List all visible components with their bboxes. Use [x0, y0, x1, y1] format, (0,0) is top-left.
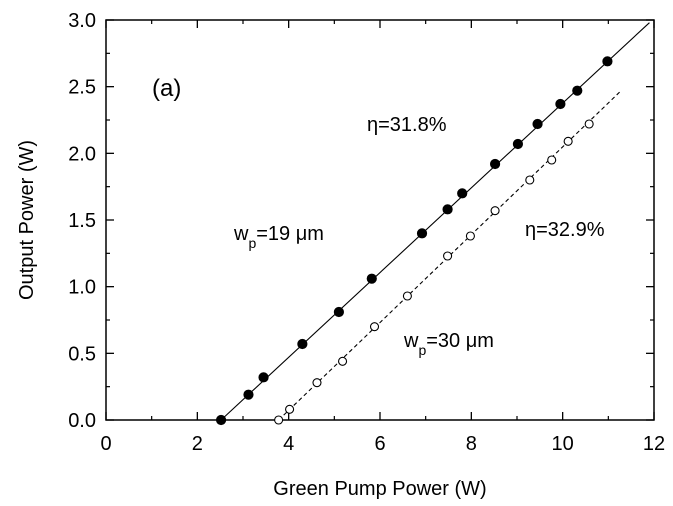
waist-label-30um: wp=30 μm [403, 330, 494, 358]
data-markers [215, 56, 613, 426]
data-point-series-1 [457, 188, 468, 199]
fit-line-series-2 [278, 91, 621, 421]
x-tick-label: 0 [100, 433, 111, 455]
y-tick-label: 0.5 [68, 343, 96, 365]
y-tick-label: 2.5 [68, 77, 96, 99]
data-point-series-1 [489, 158, 501, 170]
data-point-series-2 [490, 206, 500, 216]
data-point-series-1 [258, 372, 269, 383]
data-point-series-1 [555, 98, 566, 110]
y-tick-label: 0.0 [68, 410, 96, 432]
y-tick-label: 2.0 [68, 143, 96, 165]
waist-label-30um-sub: p [418, 342, 426, 358]
data-point-series-1 [333, 306, 344, 318]
data-point-series-2 [338, 356, 348, 366]
data-point-series-1 [532, 118, 543, 130]
waist-label-19um-sub: p [248, 235, 256, 251]
x-tick-label: 6 [374, 433, 385, 455]
y-tick-label: 1.0 [68, 277, 96, 299]
data-point-series-2 [584, 119, 594, 129]
x-tick-label: 8 [466, 433, 477, 455]
data-point-series-2 [274, 415, 284, 425]
y-tick-label: 3.0 [68, 10, 96, 32]
waist-label-19um: wp=19 μm [233, 223, 324, 251]
data-point-series-2 [312, 378, 322, 388]
data-point-series-1 [215, 414, 227, 426]
data-point-series-1 [416, 228, 428, 239]
data-point-series-2 [402, 291, 412, 301]
data-point-series-2 [443, 251, 453, 261]
x-tick-label: 2 [192, 433, 203, 455]
x-axis-label: Green Pump Power (W) [273, 478, 486, 500]
data-point-series-2 [285, 404, 295, 414]
data-point-series-1 [602, 56, 613, 67]
data-point-series-1 [297, 338, 308, 350]
data-point-series-1 [366, 273, 377, 284]
efficiency-label-19um: η=31.8% [367, 114, 447, 136]
data-point-series-2 [525, 175, 535, 185]
data-point-series-1 [572, 85, 583, 96]
data-point-series-1 [243, 389, 254, 400]
y-axis-label: Output Power (W) [16, 140, 38, 300]
axis-ticks: 0 2 4 6 8 10 12 0.0 0.5 1.0 1.5 2.0 2.5 3.0 [68, 10, 665, 455]
panel-label: (a) [152, 75, 181, 102]
data-point-series-1 [512, 138, 524, 150]
waist-label-30um-rest: =30 μm [426, 330, 494, 352]
y-tick-label: 1.5 [68, 210, 96, 232]
waist-label-30um-w: w [403, 330, 419, 352]
x-tick-label: 4 [283, 433, 294, 455]
efficiency-label-30um: η=32.9% [525, 219, 605, 241]
waist-label-19um-w: w [233, 223, 249, 245]
data-point-series-2 [465, 231, 475, 241]
waist-label-19um-rest: =19 μm [256, 223, 324, 245]
data-point-series-2 [563, 136, 573, 146]
data-point-series-2 [369, 322, 380, 332]
data-point-series-1 [442, 204, 453, 215]
data-point-series-2 [547, 155, 557, 165]
x-tick-label: 10 [552, 433, 574, 455]
x-tick-label: 12 [643, 433, 665, 455]
